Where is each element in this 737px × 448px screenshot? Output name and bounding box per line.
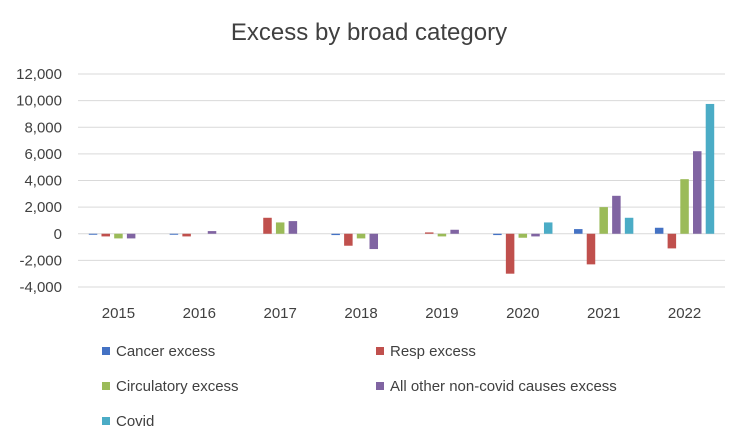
- bar: [493, 233, 502, 236]
- x-tick-label: 2017: [264, 305, 297, 322]
- bar: [288, 221, 298, 234]
- legend-label: Resp excess: [390, 343, 476, 360]
- bar: [344, 233, 353, 246]
- legend-item: Circulatory excess: [102, 378, 239, 395]
- legend-label: Circulatory excess: [116, 378, 239, 395]
- y-tick-label: -2,000: [19, 252, 62, 269]
- legend-swatch: [376, 382, 384, 390]
- x-tick-label: 2018: [344, 305, 377, 322]
- bar: [369, 233, 379, 250]
- bar: [612, 195, 621, 234]
- y-tick-label: 0: [54, 226, 62, 243]
- bar: [207, 231, 217, 234]
- x-tick-label: 2022: [668, 305, 701, 322]
- chart-title: Excess by broad category: [231, 19, 507, 46]
- bar: [182, 233, 191, 237]
- x-tick-label: 2016: [183, 305, 216, 322]
- bar: [518, 233, 528, 238]
- bar: [543, 222, 553, 234]
- bar: [437, 233, 447, 237]
- bar: [693, 151, 702, 234]
- bar: [599, 207, 608, 234]
- y-tick-label: 4,000: [24, 173, 62, 190]
- bar: [331, 233, 340, 236]
- legend-label: Cancer excess: [116, 343, 215, 360]
- legend-swatch: [376, 347, 384, 355]
- x-axis-ticks: 2015 2016 2017 2018 2019 2020 2021 2022: [102, 305, 702, 322]
- y-tick-label: 2,000: [24, 199, 62, 216]
- legend-label: All other non-covid causes excess: [390, 378, 617, 395]
- bar: [680, 179, 689, 234]
- y-tick-label: -4,000: [19, 279, 62, 296]
- bar: [424, 232, 434, 234]
- bar: [531, 233, 540, 237]
- legend-item: Covid: [102, 413, 154, 430]
- bar: [667, 233, 677, 249]
- bar: [624, 217, 634, 234]
- bar: [574, 229, 583, 234]
- bar: [654, 227, 664, 234]
- x-tick-label: 2020: [506, 305, 539, 322]
- y-tick-label: 6,000: [24, 146, 62, 163]
- legend-swatch: [102, 347, 110, 355]
- x-tick-label: 2015: [102, 305, 135, 322]
- bar: [275, 222, 285, 234]
- legend-item: All other non-covid causes excess: [376, 378, 617, 395]
- bar: [356, 233, 366, 239]
- bar: [169, 233, 179, 235]
- bar: [114, 233, 123, 239]
- legend-swatch: [102, 382, 110, 390]
- y-tick-label: 8,000: [24, 119, 62, 136]
- gridlines: [78, 73, 725, 288]
- x-tick-label: 2021: [587, 305, 620, 322]
- bar: [705, 103, 715, 234]
- bar: [88, 233, 98, 235]
- legend-swatch: [102, 417, 110, 425]
- legend-item: Cancer excess: [102, 343, 215, 360]
- bar: [101, 233, 110, 237]
- bar: [505, 233, 515, 274]
- bar: [126, 233, 136, 239]
- legend-item: Resp excess: [376, 343, 476, 360]
- bar: [586, 233, 596, 265]
- y-tick-label: 10,000: [16, 93, 62, 110]
- legend: Cancer excess Resp excess Circulatory exce…: [102, 343, 617, 430]
- bar: [450, 229, 459, 234]
- bars: [88, 103, 715, 274]
- legend-label: Covid: [116, 413, 154, 430]
- y-axis-ticks: -4,000 -2,000 0 2,000 4,000 6,000 8,000 10,000 1…: [16, 66, 62, 296]
- y-tick-label: 12,000: [16, 66, 62, 83]
- x-tick-label: 2019: [425, 305, 458, 322]
- bar: [263, 217, 272, 234]
